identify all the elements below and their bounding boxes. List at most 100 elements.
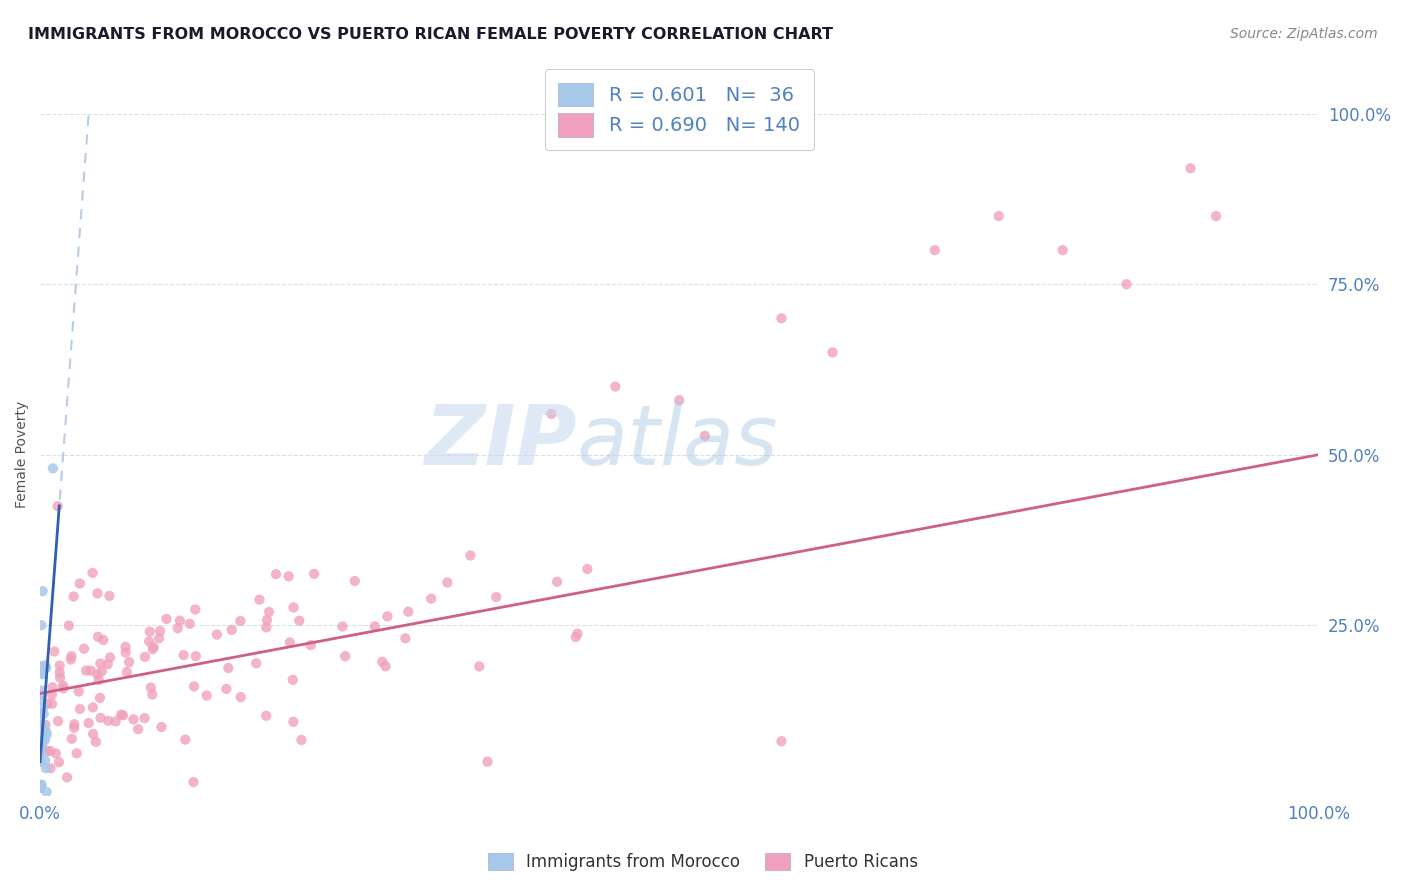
Point [30,739,52,754]
Point [179,616,201,631]
Point [1205,209,1227,223]
Point [1052,243,1074,257]
Point [30,742,52,756]
Point [73,641,96,656]
Point [122,713,145,727]
Point [127,722,149,736]
Point [30,737,52,751]
Point [69,702,91,716]
Point [205,627,228,641]
Point [150,720,173,734]
Point [34,658,56,673]
Point [104,714,127,729]
Point [75,664,97,678]
Point [59,652,82,666]
Point [134,711,156,725]
Point [460,549,482,563]
Point [142,640,165,654]
Point [30,780,52,795]
Point [283,600,305,615]
Point [183,680,205,694]
Text: ZIP: ZIP [425,401,576,482]
Point [31,693,53,707]
Legend: Immigrants from Morocco, Puerto Ricans: Immigrants from Morocco, Puerto Ricans [479,845,927,880]
Point [87,673,110,687]
Point [770,311,793,326]
Point [169,614,191,628]
Point [290,733,312,747]
Point [62,590,84,604]
Point [63,717,86,731]
Point [166,621,188,635]
Point [30,660,52,674]
Point [364,619,387,633]
Point [118,655,141,669]
Point [257,605,280,619]
Point [693,429,716,443]
Point [184,602,207,616]
Point [183,775,205,789]
Point [114,640,136,654]
Point [115,665,138,679]
Point [540,407,562,421]
Point [82,566,104,580]
Point [82,700,104,714]
Point [77,716,100,731]
Point [42,461,65,475]
Point [215,681,238,696]
Point [56,771,79,785]
Point [46,499,69,513]
Point [30,665,52,680]
Point [60,649,83,664]
Point [110,707,132,722]
Point [32,723,55,737]
Point [41,697,63,711]
Point [565,630,588,644]
Point [30,683,52,698]
Point [1115,277,1137,292]
Point [396,605,419,619]
Text: IMMIGRANTS FROM MOROCCO VS PUERTO RICAN FEMALE POVERTY CORRELATION CHART: IMMIGRANTS FROM MOROCCO VS PUERTO RICAN … [28,27,834,42]
Point [48,658,70,673]
Point [377,609,399,624]
Point [924,243,946,257]
Point [30,739,52,753]
Point [30,755,52,769]
Point [374,659,396,673]
Point [254,708,277,723]
Point [114,645,136,659]
Point [32,700,55,714]
Text: atlas: atlas [576,401,779,482]
Point [48,755,70,769]
Point [277,569,299,583]
Point [34,731,56,745]
Point [30,710,52,724]
Point [31,659,53,673]
Point [37,697,59,711]
Point [98,650,121,665]
Point [288,614,311,628]
Point [245,657,267,671]
Point [485,590,508,604]
Point [1180,161,1202,176]
Point [30,718,52,732]
Point [139,681,162,695]
Point [89,657,111,671]
Point [668,393,690,408]
Point [98,589,121,603]
Point [174,732,197,747]
Point [58,618,80,632]
Point [34,733,56,747]
Point [91,632,114,647]
Point [31,778,53,792]
Point [217,661,239,675]
Point [48,665,70,680]
Point [66,747,89,761]
Point [86,586,108,600]
Point [155,612,177,626]
Point [39,761,62,775]
Point [52,681,75,696]
Point [34,718,56,732]
Point [139,624,162,639]
Point [87,630,110,644]
